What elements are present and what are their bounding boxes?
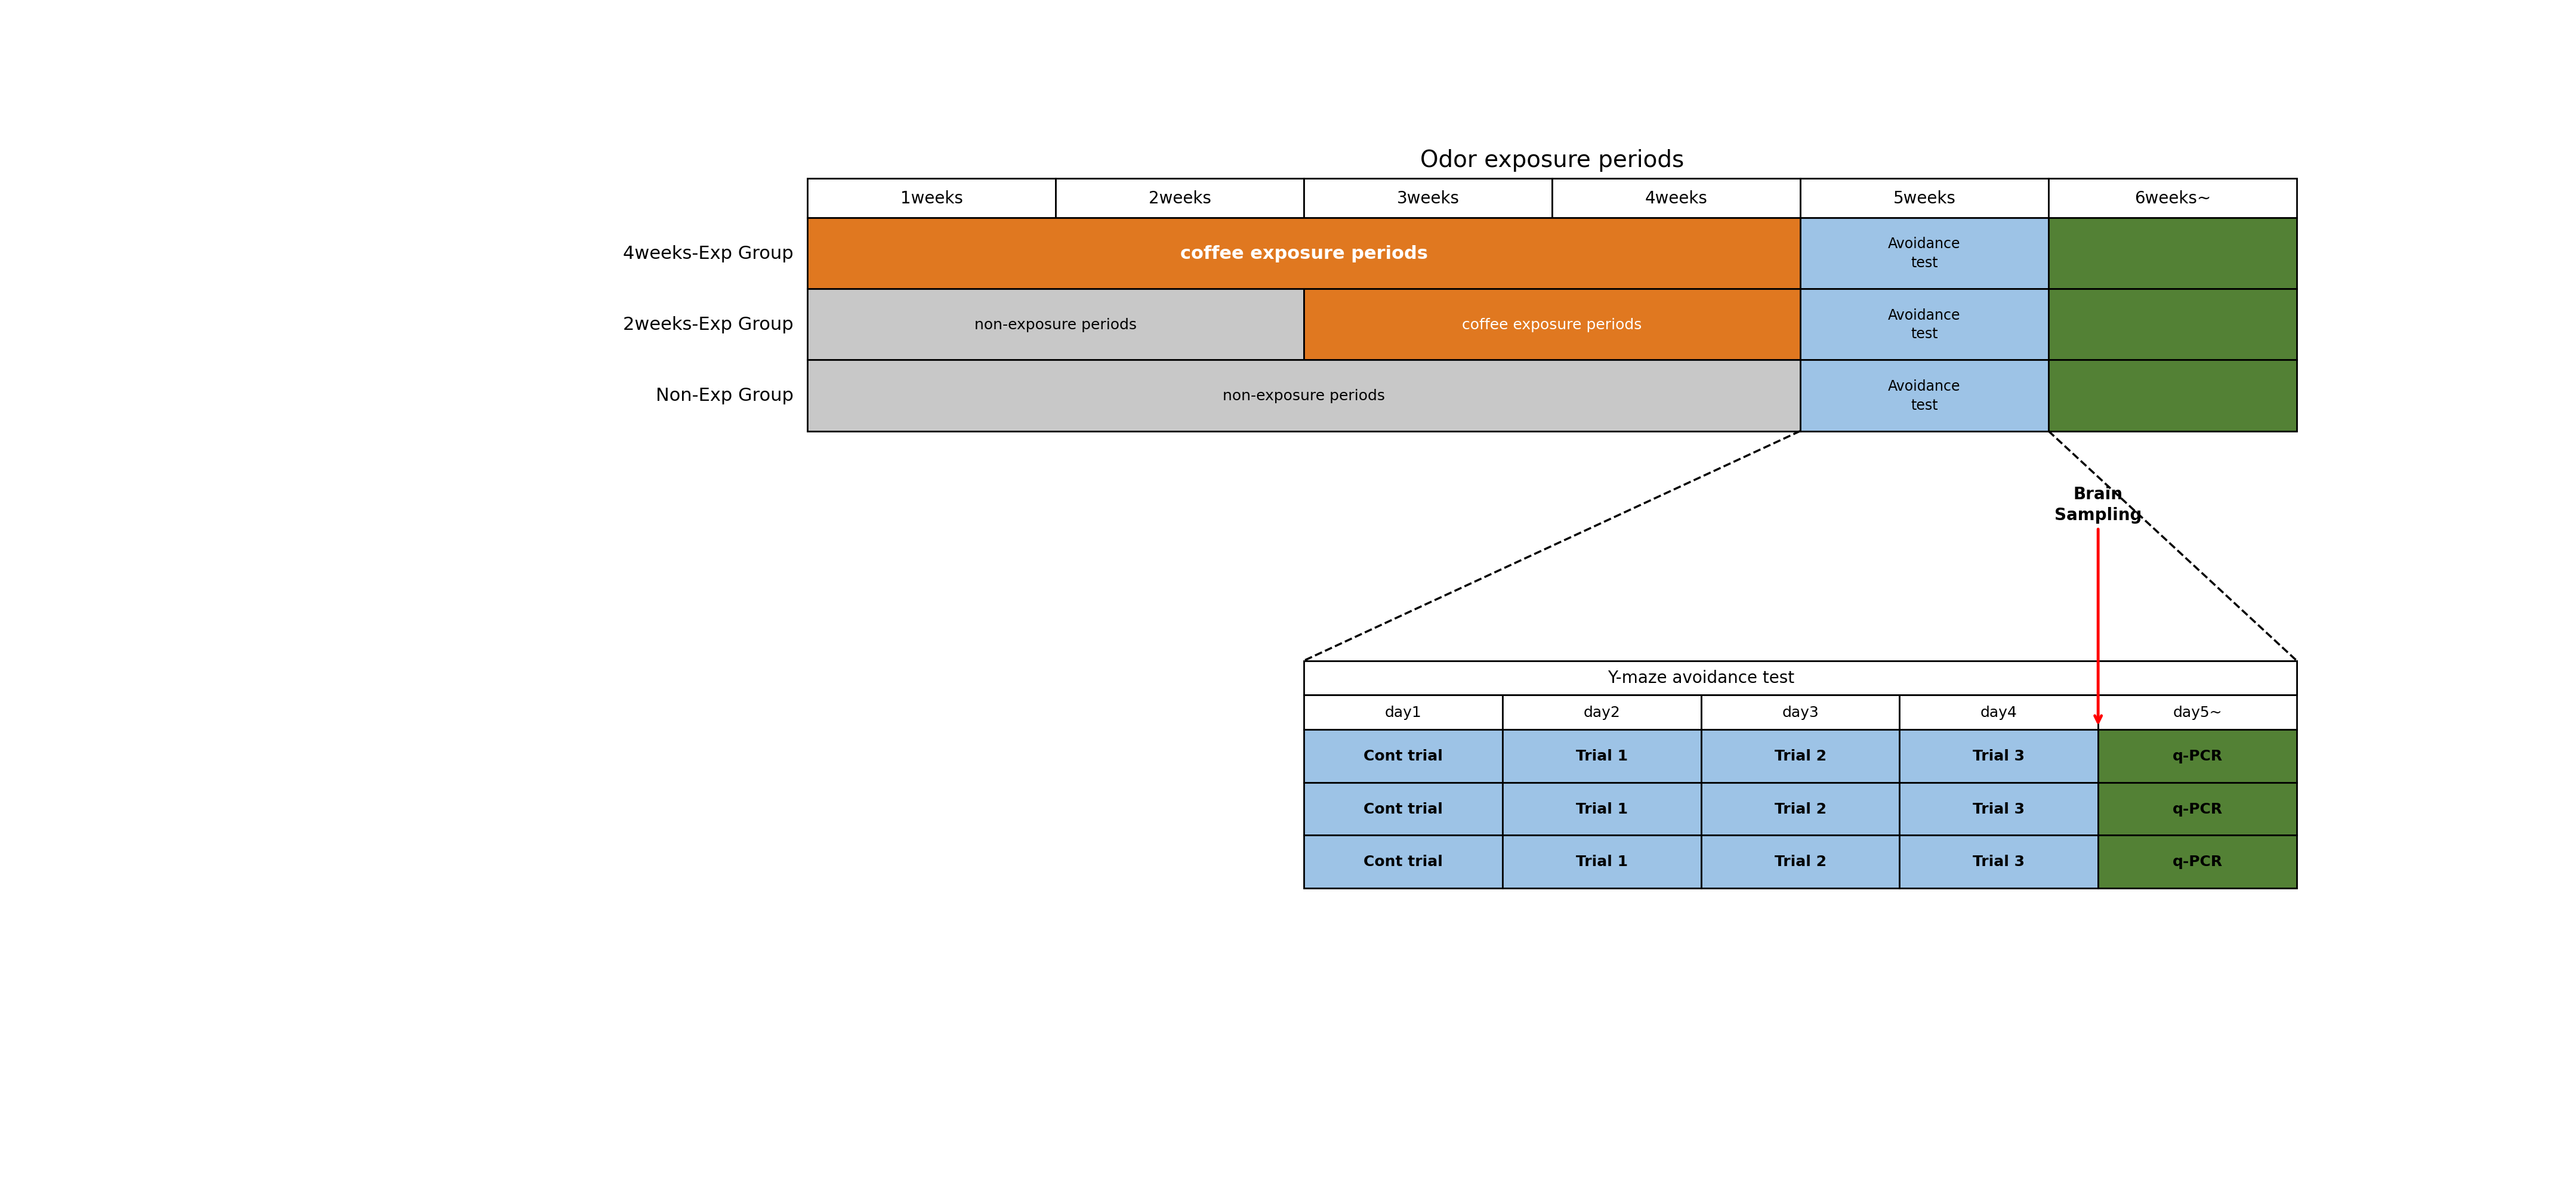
Text: Trial 1: Trial 1	[1577, 802, 1628, 816]
Text: Brain
Sampling: Brain Sampling	[2056, 485, 2141, 523]
Bar	[2097, 696, 2298, 730]
Text: Cont trial: Cont trial	[1363, 749, 1443, 763]
Text: Trial 2: Trial 2	[1775, 855, 1826, 869]
Bar	[806, 289, 1303, 360]
Bar	[1303, 289, 1801, 360]
Bar	[1801, 178, 2048, 218]
Text: Trial 1: Trial 1	[1577, 855, 1628, 869]
Text: Trial 3: Trial 3	[1973, 855, 2025, 869]
Bar	[1899, 835, 2097, 888]
Text: Odor exposure periods: Odor exposure periods	[1419, 149, 1685, 172]
Text: Trial 2: Trial 2	[1775, 802, 1826, 816]
Bar	[1801, 218, 2048, 289]
Text: Avoidance
test: Avoidance test	[1888, 237, 1960, 270]
Text: coffee exposure periods: coffee exposure periods	[1180, 244, 1427, 262]
Bar	[806, 218, 1801, 289]
Bar	[806, 360, 1801, 431]
Text: 4weeks-Exp Group: 4weeks-Exp Group	[623, 244, 793, 262]
Bar	[1502, 696, 1700, 730]
Text: Non-Exp Group: Non-Exp Group	[657, 387, 793, 404]
Bar	[2048, 218, 2298, 289]
Text: Trial 3: Trial 3	[1973, 802, 2025, 816]
Text: day1: day1	[1386, 705, 1422, 719]
Bar	[1899, 730, 2097, 783]
Text: day5~: day5~	[2172, 705, 2223, 719]
Bar	[1303, 696, 1502, 730]
Bar	[1801, 360, 2048, 431]
Bar	[806, 178, 1056, 218]
Text: Trial 2: Trial 2	[1775, 749, 1826, 763]
Text: 3weeks: 3weeks	[1396, 190, 1461, 207]
Text: day2: day2	[1584, 705, 1620, 719]
Bar	[1303, 178, 1553, 218]
Text: 2weeks: 2weeks	[1149, 190, 1211, 207]
Bar	[1303, 783, 1502, 835]
Text: day4: day4	[1981, 705, 2017, 719]
Text: Cont trial: Cont trial	[1363, 802, 1443, 816]
Text: non-exposure periods: non-exposure periods	[974, 318, 1136, 332]
Bar	[1700, 696, 1899, 730]
Bar	[1502, 730, 1700, 783]
Bar	[1801, 289, 2048, 360]
Bar	[1899, 783, 2097, 835]
Text: non-exposure periods: non-exposure periods	[1224, 389, 1386, 403]
Bar	[1700, 783, 1899, 835]
Text: Trial 3: Trial 3	[1973, 749, 2025, 763]
Text: 2weeks-Exp Group: 2weeks-Exp Group	[623, 317, 793, 333]
Bar	[1899, 696, 2097, 730]
Text: Trial 1: Trial 1	[1577, 749, 1628, 763]
Text: 1weeks: 1weeks	[902, 190, 963, 207]
Text: Avoidance
test: Avoidance test	[1888, 308, 1960, 341]
Text: q-PCR: q-PCR	[2172, 855, 2223, 869]
Bar	[1303, 730, 1502, 783]
Bar	[2097, 661, 2298, 696]
Bar	[2097, 835, 2298, 888]
Text: coffee exposure periods: coffee exposure periods	[1463, 318, 1641, 332]
Bar	[1553, 178, 1801, 218]
Bar	[1303, 661, 2298, 696]
Bar	[1700, 835, 1899, 888]
Bar	[2048, 178, 2298, 218]
Bar	[2097, 783, 2298, 835]
Text: day3: day3	[1783, 705, 1819, 719]
Bar	[2097, 730, 2298, 783]
Bar	[1700, 730, 1899, 783]
Text: Cont trial: Cont trial	[1363, 855, 1443, 869]
Text: Y-maze avoidance test: Y-maze avoidance test	[1607, 670, 1795, 686]
Text: 4weeks: 4weeks	[1646, 190, 1708, 207]
Text: q-PCR: q-PCR	[2172, 802, 2223, 816]
Bar	[1056, 178, 1303, 218]
Text: Avoidance
test: Avoidance test	[1888, 379, 1960, 412]
Text: 6weeks~: 6weeks~	[2136, 190, 2210, 207]
Bar	[1502, 783, 1700, 835]
Bar	[2048, 289, 2298, 360]
Bar	[1303, 835, 1502, 888]
Text: q-PCR: q-PCR	[2172, 749, 2223, 763]
Bar	[2048, 360, 2298, 431]
Bar	[1502, 835, 1700, 888]
Text: 5weeks: 5weeks	[1893, 190, 1955, 207]
